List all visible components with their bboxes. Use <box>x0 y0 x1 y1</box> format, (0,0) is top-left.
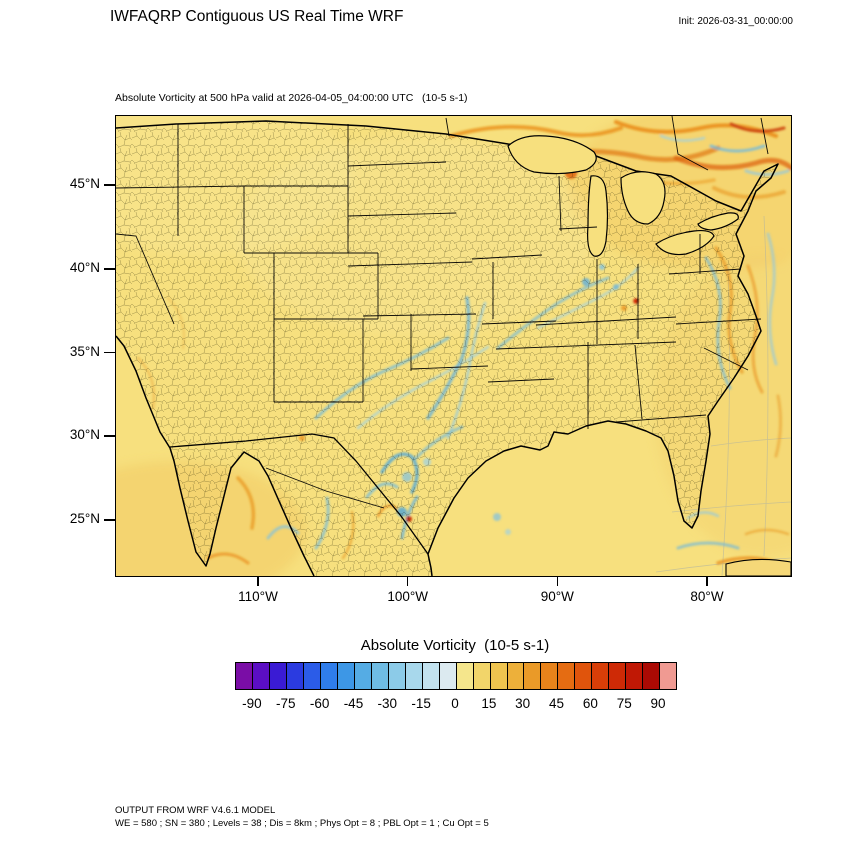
colorbar <box>235 662 677 690</box>
map-subtitle: Absolute Vorticity at 500 hPa valid at 2… <box>115 92 468 104</box>
lat-tick-mark <box>104 267 115 270</box>
lon-tick-label: 110°W <box>238 589 278 604</box>
lat-tick-mark <box>104 184 115 186</box>
page-title: IWFAQRP Contiguous US Real Time WRF <box>110 8 404 25</box>
lon-tick-mark <box>706 577 708 586</box>
colorbar-tick-label: 45 <box>549 696 565 711</box>
model-footer: OUTPUT FROM WRF V4.6.1 MODEL WE = 580 ; … <box>115 804 489 831</box>
colorbar-title: Absolute Vorticity (10-5 s-1) <box>360 637 550 654</box>
colorbar-cells <box>236 663 677 689</box>
lon-tick-label: 100°W <box>387 589 428 604</box>
colorbar-tick-label: 75 <box>616 696 632 711</box>
colorbar-cell <box>524 663 542 689</box>
colorbar-cell <box>303 663 321 689</box>
state-borders <box>116 116 769 509</box>
colorbar-cell <box>405 663 423 689</box>
lat-tick-label: 25°N <box>69 511 100 526</box>
colorbar-cell <box>575 663 593 689</box>
colorbar-cell <box>660 663 677 689</box>
colorbar-tick-label: -75 <box>276 696 296 711</box>
colorbar-cell <box>439 663 457 689</box>
lat-tick-mark <box>104 435 115 438</box>
colorbar-tick-label: -45 <box>343 696 364 711</box>
lon-tick-mark <box>257 577 259 586</box>
colorbar-cell <box>269 663 287 689</box>
colorbar-tick-label: -90 <box>242 696 262 711</box>
colorbar-cell <box>388 663 406 689</box>
colorbar-tick-label: 0 <box>451 696 459 711</box>
colorbar-cell <box>337 663 355 689</box>
us-mexico-border <box>169 433 429 555</box>
us-map-svg <box>116 116 791 576</box>
colorbar-tick-label: -15 <box>411 696 431 711</box>
colorbar-cell <box>456 663 474 689</box>
lon-tick-mark <box>406 577 409 586</box>
colorbar-tick-label: 90 <box>650 696 666 711</box>
great-lakes <box>507 135 739 257</box>
lon-tick-label: 90°W <box>540 589 574 604</box>
colorbar-tick-labels: -90 -75 -60 -45 -30 -15 0 15 30 45 60 75 90 <box>235 696 675 714</box>
init-time-label: Init: 2026-03-31_00:00:00 <box>678 16 793 27</box>
county-texture <box>116 121 778 576</box>
colorbar-cell <box>252 663 270 689</box>
lon-tick-mark <box>556 577 559 586</box>
colorbar-cell <box>626 663 644 689</box>
footer-line1: OUTPUT FROM WRF V4.6.1 MODEL <box>115 805 276 816</box>
footer-line2: WE = 580 ; SN = 380 ; Levels = 38 ; Dis … <box>115 818 489 830</box>
colorbar-cell <box>320 663 338 689</box>
colorbar-cell <box>507 663 525 689</box>
colorbar-cell <box>609 663 627 689</box>
lat-tick-label: 30°N <box>69 427 100 443</box>
lon-tick-label: 80°W <box>690 589 724 604</box>
colorbar-tick-label: 60 <box>582 696 598 711</box>
colorbar-cell <box>473 663 491 689</box>
lat-tick-label: 45°N <box>69 176 100 191</box>
colorbar-cell <box>354 663 372 689</box>
colorbar-cell <box>643 663 661 689</box>
colorbar-cell <box>490 663 508 689</box>
colorbar-cell <box>558 663 576 689</box>
colorbar-tick-label: -30 <box>377 696 398 711</box>
lat-tick-label: 35°N <box>69 343 100 359</box>
colorbar-tick-label: -60 <box>309 696 330 711</box>
colorbar-cell <box>286 663 304 689</box>
colorbar-tick-label: 15 <box>481 696 497 711</box>
lat-tick-mark <box>104 351 115 354</box>
colorbar-cell <box>371 663 389 689</box>
colorbar-cell <box>236 663 253 689</box>
map-plot-area <box>115 115 792 577</box>
cuba-outline <box>725 558 791 576</box>
lat-tick-label: 40°N <box>69 259 100 275</box>
coastline-outline <box>116 120 779 576</box>
colorbar-tick-label: 30 <box>515 696 531 711</box>
colorbar-cell <box>422 663 440 689</box>
colorbar-cell <box>592 663 610 689</box>
colorbar-cell <box>541 663 559 689</box>
lat-tick-mark <box>104 519 115 521</box>
